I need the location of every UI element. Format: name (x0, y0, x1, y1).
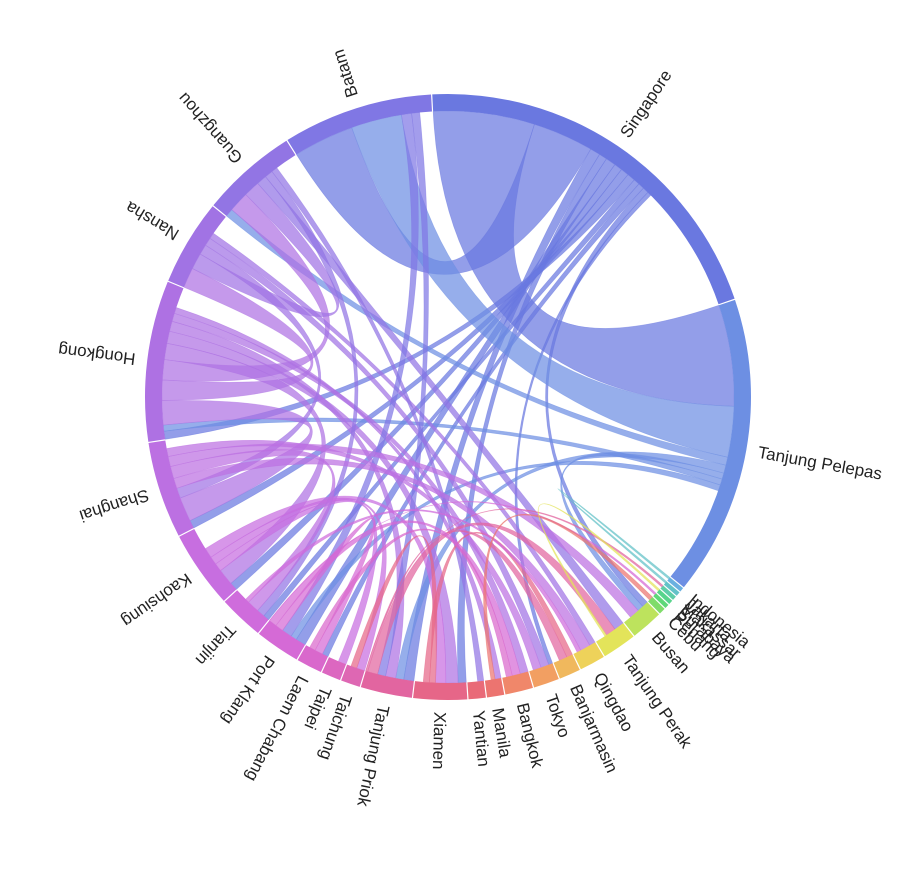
arc-tanjung-pelepas (670, 299, 752, 588)
arc-cebu (648, 597, 665, 614)
ribbon-tanjung-priok-makassar (365, 508, 664, 671)
ribbon-laem-chabang-bangkok (309, 528, 513, 678)
ribbon-tanjung-pelepas-port-klang (290, 461, 721, 640)
arc-tokyo (529, 663, 559, 688)
arcs-layer (144, 94, 752, 701)
arc-indonesia (667, 577, 684, 592)
label-xiamen: Xiamen (429, 712, 449, 770)
ribbon-hongkong-manila (174, 307, 502, 680)
ribbon-port-klang-bangkok (269, 520, 521, 677)
label-shanghai: Shanghai (77, 485, 151, 525)
ribbon-guangzhou-tianjin (257, 171, 359, 617)
arc-laem-chabang (297, 645, 328, 673)
label-hongkong: Hongkong (57, 340, 136, 368)
label-nansha: Nansha (122, 197, 183, 244)
label-kaohsiung: Kaohsiung (118, 569, 195, 631)
arc-batam (287, 94, 432, 155)
arc-hongkong (144, 281, 184, 442)
arc-singapore (432, 94, 735, 305)
arc-jakarta (663, 581, 680, 596)
ribbon-tanjung-pelepas-batam (351, 114, 735, 458)
arc-banjarmasin (553, 654, 580, 679)
arc-yantian (467, 680, 486, 700)
ribbon-guangzhou-tanjung-perak (257, 176, 624, 630)
ribbon-tanjung-perak-surabaya (537, 503, 661, 637)
arc-surabaya (656, 589, 673, 604)
arc-shanghai (148, 440, 194, 536)
label-tokyo: Tokyo (541, 692, 573, 740)
arc-taipei (321, 657, 347, 681)
ribbon-tanjung-priok-tanjung-perak (367, 522, 616, 675)
arc-port-klang (258, 620, 306, 660)
label-guangzhou: Guangzhou (174, 89, 246, 167)
arc-guangzhou (213, 140, 296, 217)
label-bangkok: Bangkok (513, 701, 547, 770)
arc-makassar (660, 585, 676, 600)
ribbon-kaohsiung-xiamen (205, 495, 447, 684)
ribbon-hongkong-tanjung-priok (169, 320, 405, 679)
arc-tianjin (224, 590, 269, 633)
arc-manila (484, 678, 505, 698)
arc-kaohsiung (179, 528, 237, 601)
arc-xiamen (413, 681, 468, 701)
label-batam: Batam (329, 47, 362, 100)
ribbons-layer (161, 110, 735, 684)
label-yantian: Yantian (469, 710, 493, 768)
label-port-klang: Port Klang (218, 652, 278, 728)
ribbon-singapore-laem-chabang (322, 183, 644, 657)
arc-nansha (168, 206, 226, 288)
ribbon-nansha-qingdao (209, 232, 596, 646)
label-singapore: Singapore (616, 66, 675, 141)
ribbon-shanghai-qingdao (173, 458, 591, 651)
label-tanjung-priok: Tanjung Priok (353, 703, 393, 808)
arc-tanjung-perak (596, 623, 634, 657)
ribbon-batam-tanjung-priok (377, 112, 429, 677)
label-tanjung-pelepas: Tanjung Pelepas (756, 443, 883, 484)
label-tianjin: Tianjin (192, 620, 240, 669)
arc-penang (653, 593, 669, 609)
arc-busan (624, 602, 660, 636)
arc-qingdao (573, 642, 604, 670)
ribbon-xiamen-banjarmasin (422, 531, 573, 683)
arc-bangkok (502, 671, 533, 695)
ribbon-manila-cebu (483, 513, 653, 681)
arc-tanjung-priok (360, 670, 414, 698)
arc-taichung (341, 664, 365, 687)
